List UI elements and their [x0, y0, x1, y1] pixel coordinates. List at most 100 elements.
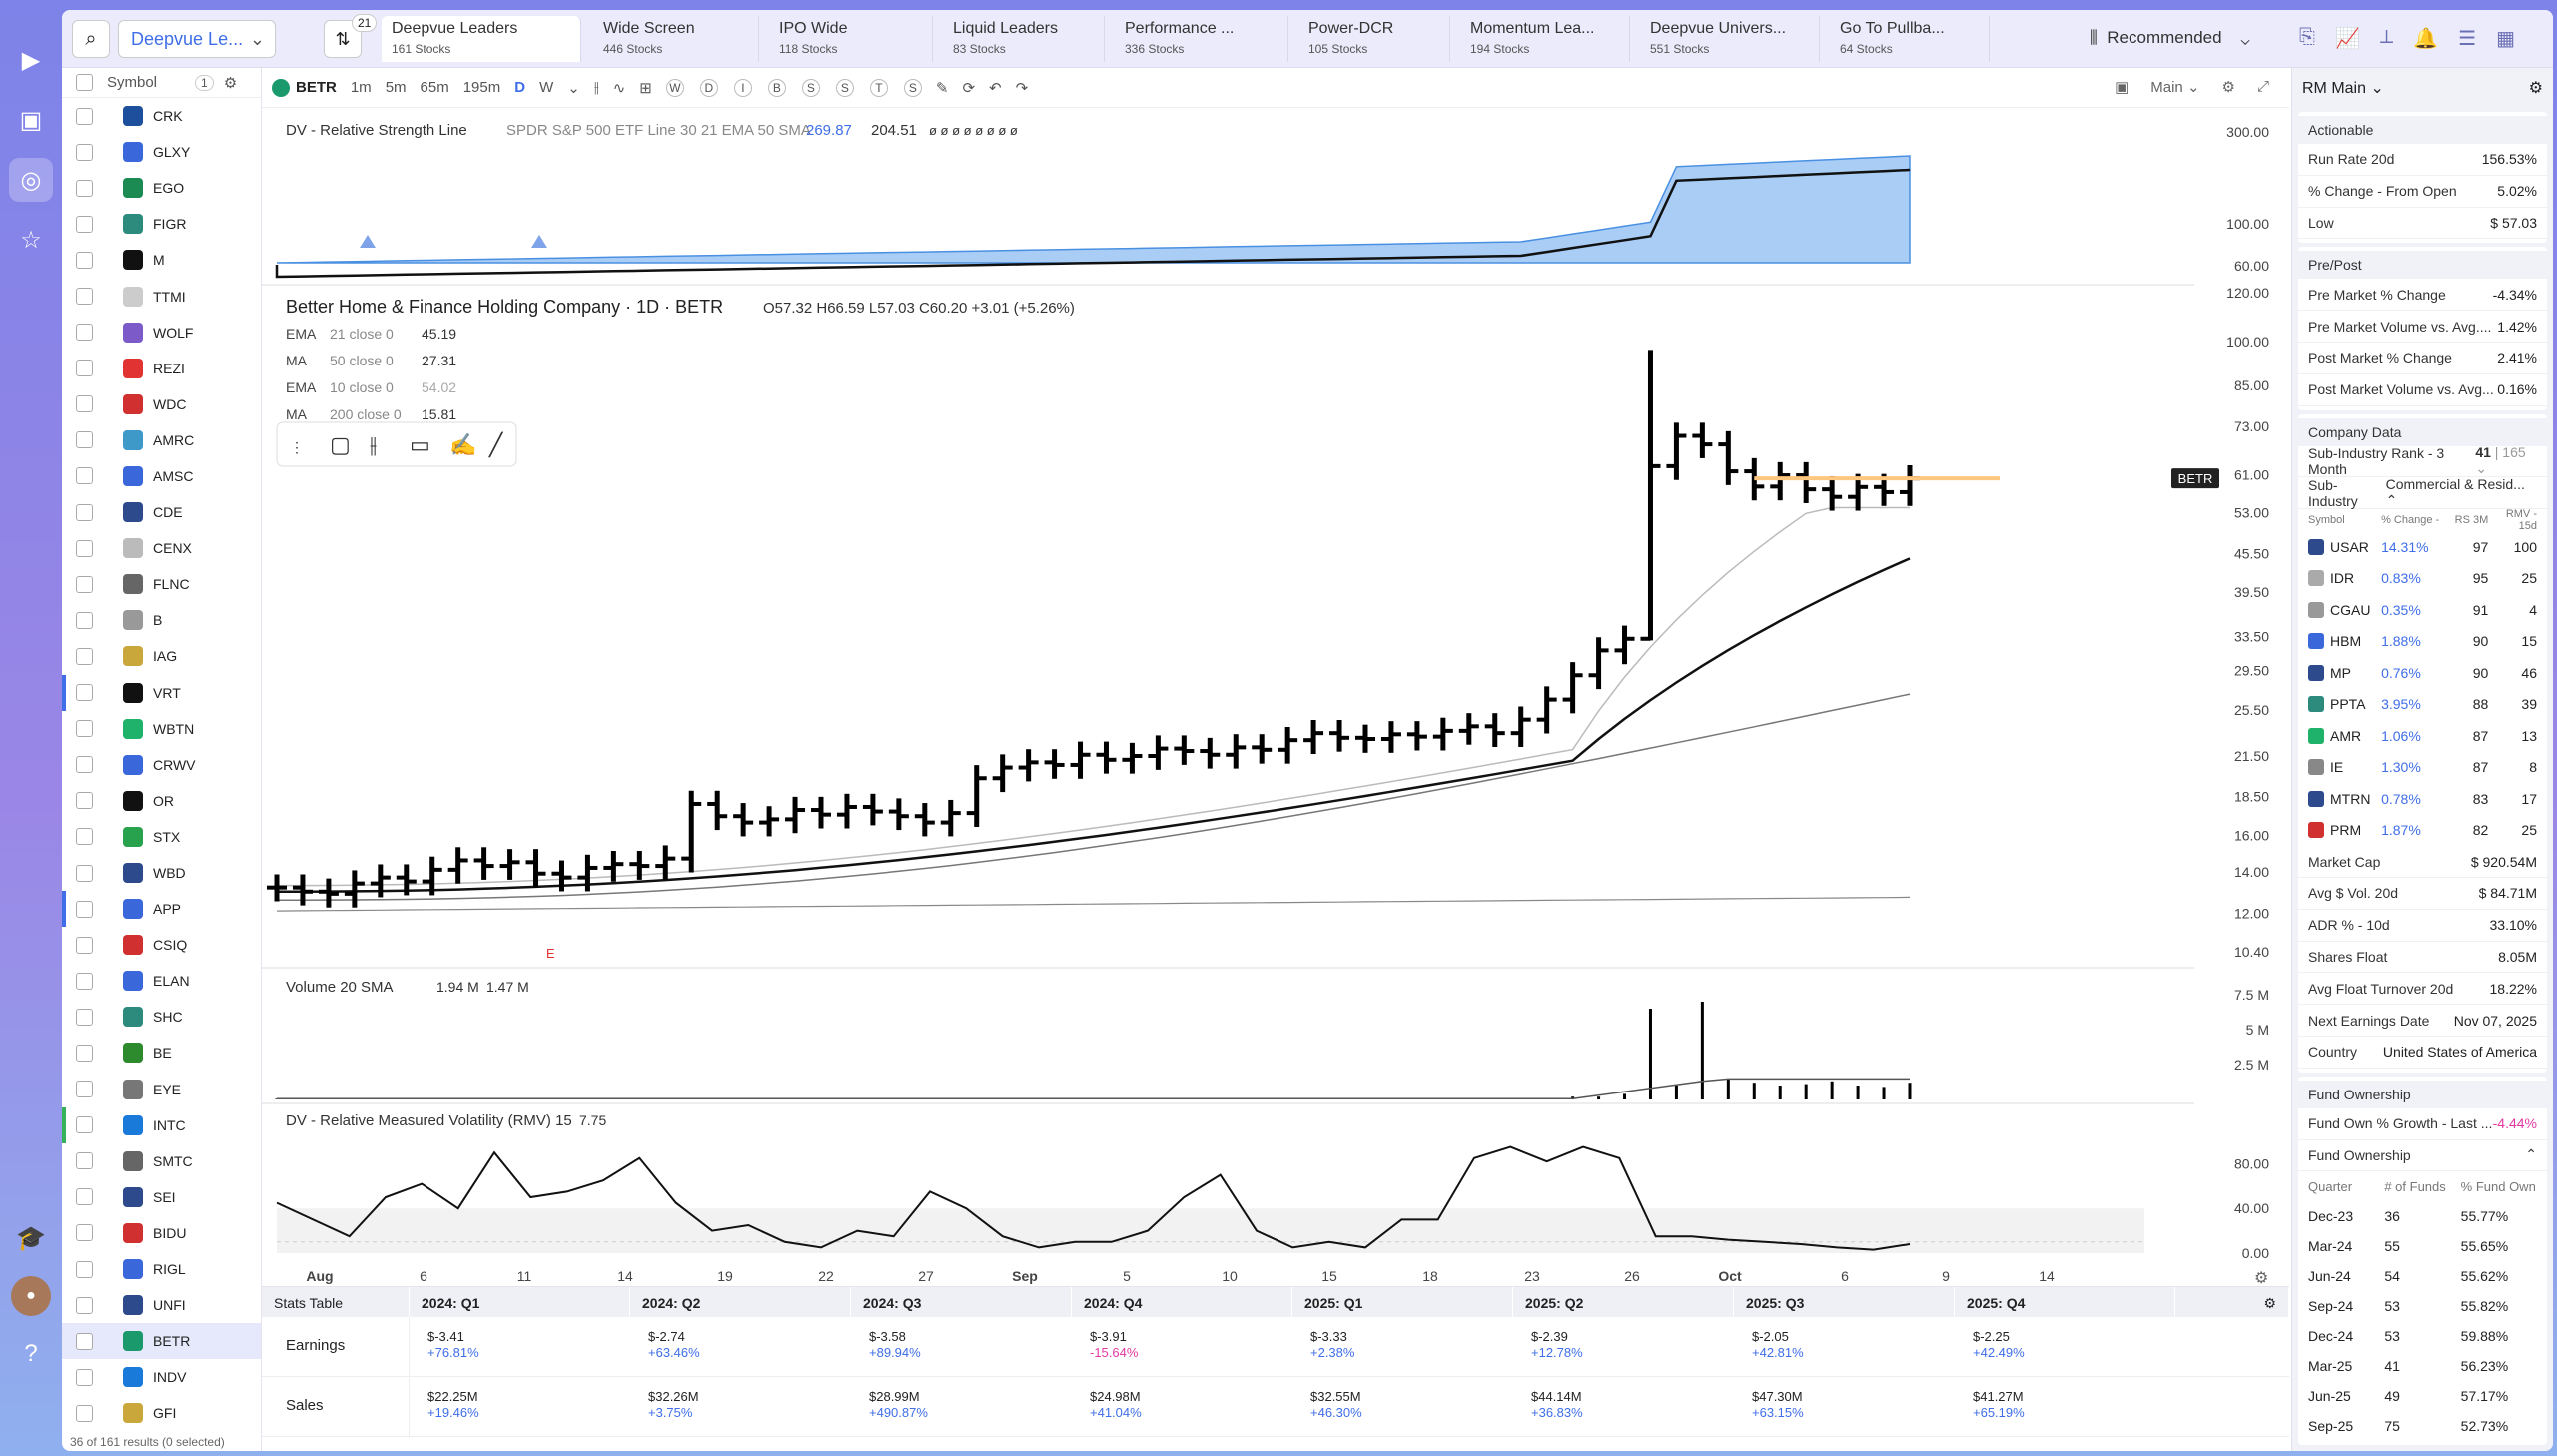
tab-5[interactable]: Power-DCR 105 Stocks — [1298, 16, 1450, 62]
draw-tool-icon[interactable]: ⫲ — [370, 432, 377, 457]
undo-icon[interactable]: ↶ — [989, 79, 1002, 97]
draw-tool-icon[interactable]: ✍ — [449, 432, 476, 457]
layout-icon[interactable]: ▣ — [2115, 79, 2130, 96]
watchlist-row[interactable]: EYE — [62, 1072, 261, 1107]
row-checkbox[interactable] — [76, 360, 93, 377]
charts-icon[interactable]: ◎ — [9, 158, 53, 202]
pencil-icon[interactable]: ✎ — [935, 79, 949, 97]
row-checkbox[interactable] — [76, 720, 93, 738]
watchlist-row[interactable]: ELAN — [62, 963, 261, 999]
row-checkbox[interactable] — [76, 864, 93, 882]
row-checkbox[interactable] — [76, 936, 93, 954]
watchlist-row[interactable]: REZI — [62, 351, 261, 386]
help-icon[interactable]: ? — [24, 1340, 38, 1367]
watchlist-row[interactable]: UNFI — [62, 1287, 261, 1323]
settings-icon[interactable]: ⚙ — [2175, 1287, 2289, 1317]
period-button[interactable]: S — [903, 78, 922, 97]
watchlist-row[interactable]: TTMI — [62, 278, 261, 314]
row-checkbox[interactable] — [76, 1008, 93, 1026]
row-checkbox[interactable] — [76, 575, 93, 593]
watchlist-row[interactable]: CRK — [62, 98, 261, 134]
sub-industry[interactable]: Sub-Industry Commercial & Resid... ⌃ — [2298, 476, 2547, 510]
interval-button[interactable]: 195m — [462, 79, 501, 96]
tab-8[interactable]: Go To Pullba... 64 Stocks — [1830, 16, 1990, 62]
sub-industry-rank[interactable]: Sub-Industry Rank - 3 Month 41 | 165 ⌄ — [2298, 444, 2547, 478]
watchlist-row[interactable]: STX — [62, 819, 261, 855]
row-checkbox[interactable] — [76, 1404, 93, 1422]
watchlist-row[interactable]: CDE — [62, 494, 261, 530]
row-checkbox[interactable] — [76, 539, 93, 557]
period-button[interactable]: S — [801, 78, 820, 97]
row-checkbox[interactable] — [76, 395, 93, 413]
interval-button[interactable]: 65m — [420, 79, 449, 96]
watchlist-row[interactable]: WBTN — [62, 711, 261, 747]
row-checkbox[interactable] — [76, 1260, 93, 1278]
row-checkbox[interactable] — [76, 503, 93, 521]
price-chart[interactable]: DV - Relative Strength Line SPDR S&P 500 … — [262, 108, 2289, 1296]
watchlist-row[interactable]: BETR — [62, 1323, 261, 1360]
fund-ownership-toggle[interactable]: Fund Ownership ⌃ — [2298, 1140, 2547, 1172]
gear-icon[interactable]: ⚙ — [2528, 80, 2543, 97]
share-icon[interactable]: ⎘ — [2299, 26, 2315, 48]
watchlist-row[interactable]: IAG — [62, 638, 261, 674]
peer-row[interactable]: MP 0.76% 90 46 — [2298, 657, 2547, 689]
watchlist-row[interactable]: BE — [62, 1035, 261, 1071]
select-all-checkbox[interactable] — [76, 74, 93, 91]
watchlist-row[interactable]: M — [62, 242, 261, 278]
row-checkbox[interactable] — [76, 647, 93, 665]
tree-icon[interactable]: ⟂ — [2379, 26, 2394, 48]
watchlist-row[interactable]: WDC — [62, 386, 261, 422]
row-checkbox[interactable] — [76, 1296, 93, 1314]
row-checkbox[interactable] — [76, 1152, 93, 1170]
watchlist-row[interactable]: SHC — [62, 999, 261, 1035]
tab-0[interactable]: Deepvue Leaders 161 Stocks — [382, 16, 581, 62]
peer-row[interactable]: USAR 14.31% 97 100 — [2298, 531, 2547, 563]
watchlist-row[interactable]: GLXY — [62, 134, 261, 170]
draw-tool-icon[interactable]: ▭ — [410, 432, 430, 457]
row-checkbox[interactable] — [76, 611, 93, 629]
row-checkbox[interactable] — [76, 179, 93, 197]
symbol-selector[interactable]: BETR — [272, 78, 337, 97]
row-checkbox[interactable] — [76, 215, 93, 233]
watchlist-row[interactable]: B — [62, 602, 261, 638]
draw-tool-icon[interactable]: ⋮ — [290, 439, 304, 455]
peer-row[interactable]: MTRN 0.78% 83 17 — [2298, 783, 2547, 815]
period-button[interactable]: T — [869, 78, 888, 97]
earnings-marker[interactable]: E — [546, 946, 555, 961]
watchlist-select[interactable]: Deepvue Le... ⌄ — [118, 20, 276, 58]
tab-2[interactable]: IPO Wide 118 Stocks — [769, 16, 933, 62]
watchlist-row[interactable]: CENX — [62, 530, 261, 566]
row-checkbox[interactable] — [76, 467, 93, 485]
dashboard-icon[interactable]: ▣ — [19, 106, 43, 134]
row-checkbox[interactable] — [76, 1332, 93, 1350]
row-checkbox[interactable] — [76, 684, 93, 702]
indicators-icon[interactable]: ∿ — [612, 79, 626, 97]
row-checkbox[interactable] — [76, 972, 93, 990]
watchlist-row[interactable]: FIGR — [62, 206, 261, 242]
period-button[interactable]: B — [767, 78, 786, 97]
watchlist-row[interactable]: CSIQ — [62, 927, 261, 963]
row-checkbox[interactable] — [76, 251, 93, 269]
row-checkbox[interactable] — [76, 324, 93, 342]
interval-button[interactable]: W — [539, 79, 554, 96]
draw-tool-icon[interactable]: ▢ — [330, 432, 351, 457]
interval-button[interactable]: 5m — [385, 79, 407, 96]
tab-1[interactable]: Wide Screen 446 Stocks — [593, 16, 759, 62]
redo-icon[interactable]: ↷ — [1015, 79, 1029, 97]
watchlist-row[interactable]: RIGL — [62, 1251, 261, 1287]
row-checkbox[interactable] — [76, 431, 93, 449]
watchlist-row[interactable]: BIDU — [62, 1215, 261, 1251]
settings-icon[interactable]: ⚙ — [2221, 79, 2235, 96]
row-checkbox[interactable] — [76, 792, 93, 810]
layout-icon[interactable]: ⊞ — [639, 79, 652, 97]
row-checkbox[interactable] — [76, 143, 93, 161]
star-icon[interactable]: ☆ — [20, 226, 42, 254]
tab-4[interactable]: Performance ... 336 Stocks — [1115, 16, 1288, 62]
row-checkbox[interactable] — [76, 107, 93, 125]
layout-main-select[interactable]: Main ⌄ — [2150, 79, 2200, 96]
list-icon[interactable]: ☰ — [2458, 28, 2477, 50]
watchlist-row[interactable]: WBD — [62, 855, 261, 891]
candle-type-icon[interactable]: ⫲ — [593, 79, 599, 96]
fullscreen-icon[interactable]: ⤢ — [2256, 78, 2269, 95]
gear-icon[interactable]: ⚙ — [223, 74, 238, 92]
